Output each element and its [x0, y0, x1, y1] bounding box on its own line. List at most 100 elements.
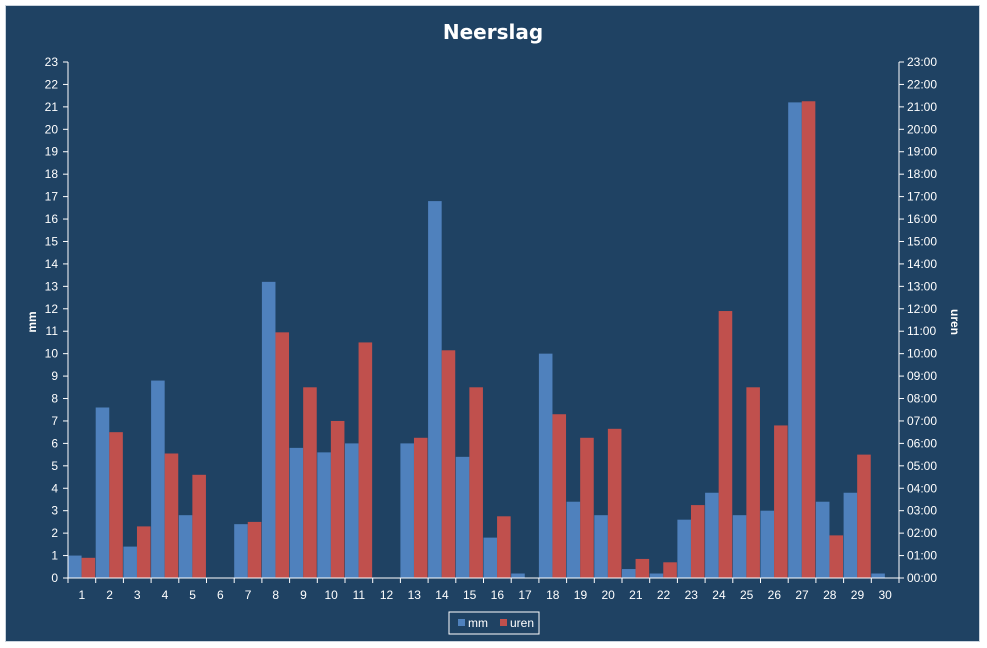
y-tick-label: 1: [51, 549, 58, 563]
y2-tick-label: 20:00: [907, 122, 937, 136]
bar-uren-29: [857, 454, 871, 578]
bar-mm-10: [317, 452, 331, 578]
bar-uren-23: [690, 505, 705, 578]
bar-uren-19: [580, 437, 594, 578]
bar-mm-30: [871, 573, 885, 578]
bar-uren-7: [247, 521, 262, 578]
bar-uren-3: [136, 526, 151, 578]
x-tick-label: 28: [823, 588, 837, 602]
bar-mm-4: [151, 380, 165, 578]
x-tick-label: 8: [272, 588, 279, 602]
bar-uren-15: [469, 387, 483, 578]
bar-uren-20: [607, 428, 622, 578]
bar-uren-26: [774, 425, 788, 578]
x-tick-label: 9: [300, 588, 307, 602]
y2-tick-label: 19:00: [907, 145, 937, 159]
x-tick-label: 24: [712, 588, 726, 602]
bar-uren-14: [441, 350, 456, 578]
bar-mm-1: [68, 555, 82, 578]
bar-uren-27: [801, 101, 816, 578]
bar-uren-9: [303, 387, 317, 578]
chart-title: Neerslag: [443, 20, 543, 44]
y-tick-label: 5: [51, 459, 58, 473]
bar-uren-21: [635, 558, 650, 578]
x-tick-label: 1: [79, 588, 86, 602]
y-tick-label: 16: [45, 212, 59, 226]
bar-mm-13: [400, 443, 414, 578]
x-tick-label: 14: [435, 588, 449, 602]
y2-tick-label: 17:00: [907, 190, 937, 204]
y2-tick-label: 08:00: [907, 392, 937, 406]
bar-mm-29: [843, 492, 858, 578]
x-tick-label: 27: [795, 588, 809, 602]
x-tick-label: 5: [189, 588, 196, 602]
axes-group: [63, 61, 904, 583]
y-tick-label: 15: [45, 234, 59, 248]
ticks-group: 0123456789101112131415161718192021222300…: [45, 55, 938, 602]
y-tick-label: 2: [51, 526, 58, 540]
y2-tick-label: 04:00: [907, 481, 937, 495]
y2-tick-label: 10:00: [907, 347, 937, 361]
x-tick-label: 11: [353, 588, 366, 602]
y2-tick-label: 03:00: [907, 504, 937, 518]
y-tick-label: 8: [51, 392, 58, 406]
x-tick-label: 21: [629, 588, 643, 602]
y2-tick-label: 12:00: [907, 302, 937, 316]
y2-tick-label: 22:00: [907, 77, 937, 91]
bar-mm-15: [455, 456, 470, 578]
x-tick-label: 12: [380, 588, 394, 602]
bar-uren-25: [746, 387, 760, 578]
y2-tick-label: 02:00: [907, 526, 937, 540]
legend-box: [448, 611, 540, 635]
bar-mm-23: [677, 519, 691, 578]
bar-mm-17: [511, 573, 525, 578]
y2-tick-label: 23:00: [907, 55, 937, 69]
x-tick-label: 20: [601, 588, 615, 602]
y-tick-label: 0: [51, 571, 58, 585]
x-tick-label: 13: [408, 588, 422, 602]
y-tick-label: 11: [46, 324, 59, 338]
legend-label-uren: uren: [510, 616, 534, 630]
bar-mm-27: [788, 102, 802, 578]
x-tick-label: 17: [518, 588, 532, 602]
bar-mm-14: [428, 201, 442, 578]
x-tick-label: 23: [685, 588, 699, 602]
legend-label-mm: mm: [468, 616, 488, 630]
bar-uren-18: [552, 414, 567, 578]
bar-uren-10: [330, 420, 345, 578]
x-tick-label: 6: [217, 588, 224, 602]
y-tick-label: 12: [45, 302, 59, 316]
y-tick-label: 22: [45, 77, 59, 91]
bar-mm-16: [483, 537, 498, 578]
x-tick-label: 2: [106, 588, 113, 602]
y-tick-label: 14: [45, 257, 59, 271]
y2-tick-label: 07:00: [907, 414, 937, 428]
y2-tick-label: 18:00: [907, 167, 937, 181]
x-tick-label: 19: [574, 588, 588, 602]
bar-mm-28: [815, 501, 830, 578]
y-tick-label: 23: [45, 55, 59, 69]
bar-uren-13: [413, 437, 428, 578]
bar-uren-5: [192, 474, 206, 578]
x-tick-label: 25: [740, 588, 754, 602]
y2-tick-label: 11:00: [907, 324, 936, 338]
x-tick-label: 15: [463, 588, 477, 602]
legend-swatch-mm: [458, 619, 465, 626]
y2-tick-label: 01:00: [907, 549, 937, 563]
bar-mm-7: [234, 524, 248, 578]
bar-mm-3: [123, 546, 137, 578]
bar-mm-8: [261, 281, 276, 578]
y2-tick-label: 14:00: [907, 257, 937, 271]
bar-mm-22: [649, 573, 664, 578]
x-tick-label: 30: [878, 588, 892, 602]
y2-tick-label: 16:00: [907, 212, 937, 226]
chart-svg: Neerslag mm uren 01234567891011121314151…: [25, 20, 962, 635]
legend-swatch-uren: [500, 619, 507, 626]
y2-tick-label: 21:00: [907, 100, 937, 114]
bar-uren-16: [497, 516, 511, 578]
x-tick-label: 7: [245, 588, 252, 602]
y2-tick-label: 15:00: [907, 234, 937, 248]
y-tick-label: 13: [45, 279, 59, 293]
bar-mm-2: [95, 407, 110, 578]
bar-mm-21: [622, 569, 636, 578]
